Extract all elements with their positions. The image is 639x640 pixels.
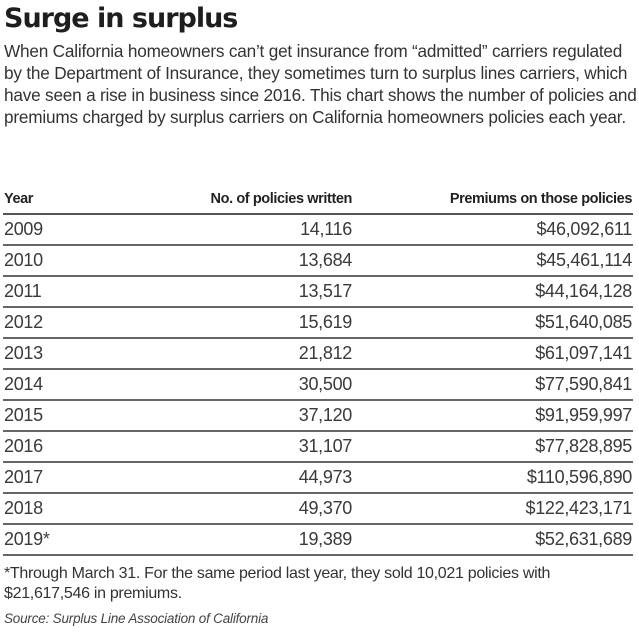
cell-premiums: $110,596,890 (353, 462, 633, 494)
cell-policies: 31,107 (153, 431, 353, 463)
cell-year: 2010 (3, 245, 153, 277)
cell-year: 2014 (3, 369, 153, 401)
cell-year: 2016 (3, 431, 153, 463)
cell-policies: 21,812 (153, 338, 353, 370)
cell-policies: 15,619 (153, 307, 353, 339)
cell-premiums: $44,164,128 (353, 276, 633, 308)
cell-policies: 19,389 (153, 524, 353, 556)
cell-premiums: $51,640,085 (353, 307, 633, 339)
source-credit: Source: Surplus Line Association of Cali… (4, 611, 269, 626)
cell-premiums: $45,461,114 (353, 245, 633, 277)
cell-premiums: $61,097,141 (353, 338, 633, 370)
cell-premiums: $52,631,689 (353, 524, 633, 556)
cell-year: 2011 (3, 276, 153, 308)
cell-year: 2013 (3, 338, 153, 370)
surplus-table: Year No. of policies written Premiums on… (3, 185, 633, 556)
cell-year: 2015 (3, 400, 153, 432)
cell-policies: 13,684 (153, 245, 353, 277)
intro-paragraph: When California homeowners can’t get ins… (4, 41, 637, 127)
cell-premiums: $46,092,611 (353, 214, 633, 246)
page-title: Surge in surplus (4, 3, 238, 34)
table-row: 2012 15,619 $51,640,085 (3, 307, 633, 339)
cell-year: 2017 (3, 462, 153, 494)
cell-year: 2009 (3, 214, 153, 246)
cell-premiums: $91,959,997 (353, 400, 633, 432)
table-row: 2010 13,684 $45,461,114 (3, 245, 633, 277)
cell-policies: 49,370 (153, 493, 353, 525)
table-row: 2015 37,120 $91,959,997 (3, 400, 633, 432)
table-header-row: Year No. of policies written Premiums on… (3, 185, 633, 215)
cell-premiums: $122,423,171 (353, 493, 633, 525)
cell-year: 2012 (3, 307, 153, 339)
header-policies: No. of policies written (153, 185, 353, 215)
cell-year: 2018 (3, 493, 153, 525)
cell-policies: 30,500 (153, 369, 353, 401)
cell-policies: 37,120 (153, 400, 353, 432)
header-premiums: Premiums on those policies (353, 185, 633, 215)
table-row: 2013 21,812 $61,097,141 (3, 338, 633, 370)
table-row: 2011 13,517 $44,164,128 (3, 276, 633, 308)
cell-premiums: $77,828,895 (353, 431, 633, 463)
table-row: 2019* 19,389 $52,631,689 (3, 524, 633, 556)
table-row: 2017 44,973 $110,596,890 (3, 462, 633, 494)
cell-premiums: $77,590,841 (353, 369, 633, 401)
footnote: *Through March 31. For the same period l… (4, 565, 551, 602)
table-row: 2009 14,116 $46,092,611 (3, 214, 633, 246)
table-row: 2018 49,370 $122,423,171 (3, 493, 633, 525)
cell-year: 2019* (3, 524, 153, 556)
table-row: 2014 30,500 $77,590,841 (3, 369, 633, 401)
header-year: Year (3, 185, 153, 215)
table-row: 2016 31,107 $77,828,895 (3, 431, 633, 463)
cell-policies: 13,517 (153, 276, 353, 308)
cell-policies: 14,116 (153, 214, 353, 246)
cell-policies: 44,973 (153, 462, 353, 494)
